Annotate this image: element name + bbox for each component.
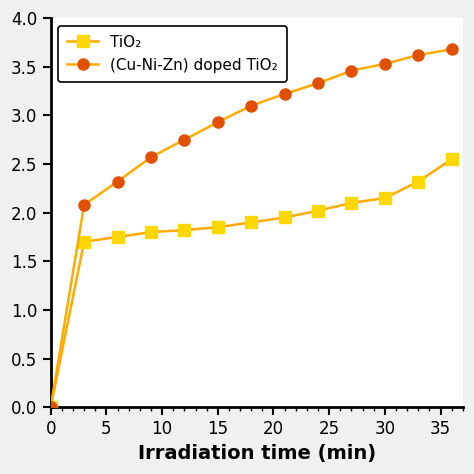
TiO₂ <box>148 229 154 235</box>
Line: TiO₂: TiO₂ <box>45 154 457 413</box>
X-axis label: Irradiation time (min): Irradiation time (min) <box>138 444 376 463</box>
TiO₂ <box>182 228 187 233</box>
TiO₂ <box>81 239 87 245</box>
Legend: TiO₂, (Cu-Ni-Zn) doped TiO₂: TiO₂, (Cu-Ni-Zn) doped TiO₂ <box>58 26 287 82</box>
(Cu-Ni-Zn) doped TiO₂ <box>315 81 321 86</box>
TiO₂ <box>416 179 421 184</box>
TiO₂ <box>215 224 220 230</box>
TiO₂ <box>382 195 388 201</box>
(Cu-Ni-Zn) doped TiO₂ <box>416 52 421 58</box>
Line: (Cu-Ni-Zn) doped TiO₂: (Cu-Ni-Zn) doped TiO₂ <box>45 44 457 413</box>
(Cu-Ni-Zn) doped TiO₂ <box>248 103 254 109</box>
(Cu-Ni-Zn) doped TiO₂ <box>182 137 187 143</box>
(Cu-Ni-Zn) doped TiO₂ <box>282 91 287 97</box>
(Cu-Ni-Zn) doped TiO₂ <box>449 46 455 52</box>
TiO₂ <box>449 156 455 162</box>
(Cu-Ni-Zn) doped TiO₂ <box>148 155 154 160</box>
(Cu-Ni-Zn) doped TiO₂ <box>81 202 87 208</box>
TiO₂ <box>315 208 321 213</box>
TiO₂ <box>282 215 287 220</box>
TiO₂ <box>248 219 254 225</box>
(Cu-Ni-Zn) doped TiO₂ <box>215 119 220 125</box>
(Cu-Ni-Zn) doped TiO₂ <box>115 179 120 184</box>
(Cu-Ni-Zn) doped TiO₂ <box>349 68 355 73</box>
(Cu-Ni-Zn) doped TiO₂ <box>48 404 54 410</box>
TiO₂ <box>48 404 54 410</box>
TiO₂ <box>115 234 120 240</box>
(Cu-Ni-Zn) doped TiO₂ <box>382 61 388 67</box>
TiO₂ <box>349 200 355 206</box>
